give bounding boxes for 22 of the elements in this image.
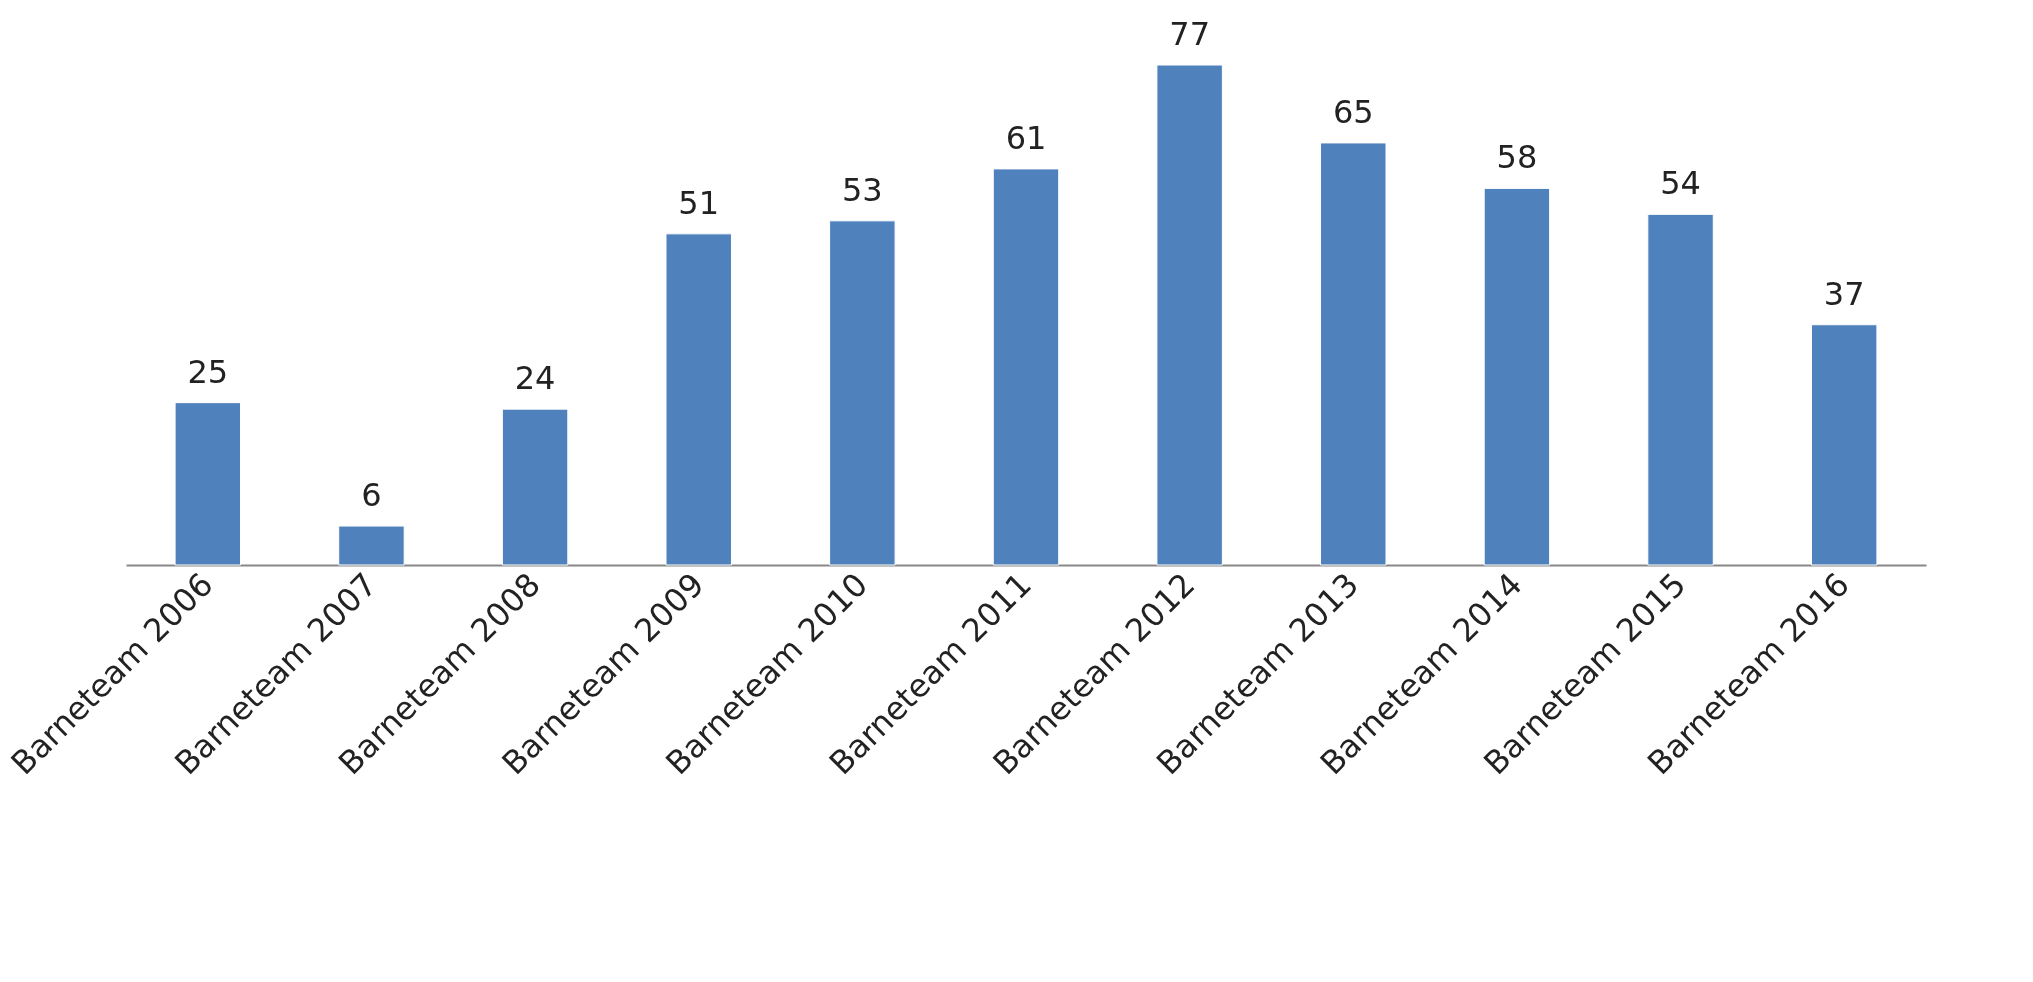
bar <box>338 525 405 566</box>
data-label: 6 <box>361 476 382 515</box>
bar <box>1647 213 1714 566</box>
bar <box>1810 324 1878 566</box>
data-label: 37 <box>1823 274 1865 313</box>
data-label: 61 <box>1005 118 1047 157</box>
bar <box>665 233 732 566</box>
data-label: 77 <box>1169 15 1210 53</box>
data-label: 51 <box>678 183 720 222</box>
data-label: 65 <box>1332 92 1374 131</box>
data-label: 58 <box>1496 138 1538 177</box>
bar <box>992 168 1060 566</box>
bar <box>1483 187 1551 566</box>
bar <box>501 408 569 566</box>
bar <box>1156 64 1223 566</box>
data-label: 54 <box>1660 164 1701 203</box>
data-label: 53 <box>842 170 883 209</box>
data-label: 24 <box>514 359 556 398</box>
data-label: 25 <box>187 352 229 391</box>
bar <box>1320 142 1387 566</box>
bar <box>174 402 242 566</box>
bar <box>829 220 896 566</box>
